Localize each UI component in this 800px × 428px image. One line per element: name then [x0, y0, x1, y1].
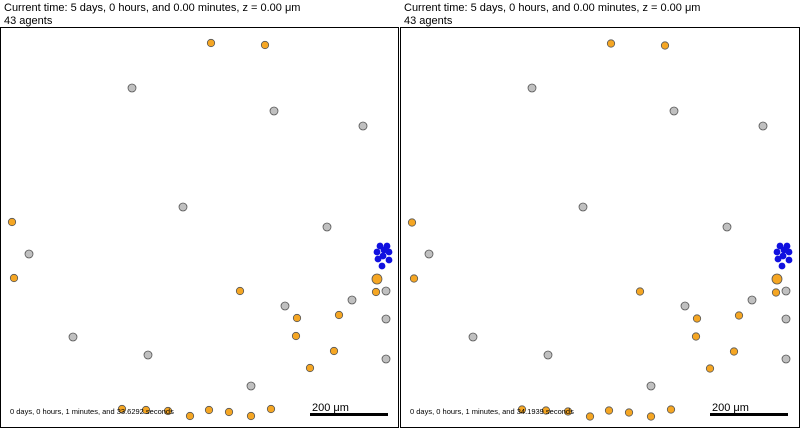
gray-cell	[646, 381, 656, 391]
elapsed-time-label: 0 days, 0 hours, 1 minutes, and 33.6292 …	[10, 407, 174, 416]
orange-cell	[334, 310, 344, 320]
gray-cell	[527, 83, 537, 93]
orange-cell-large	[371, 273, 383, 285]
gray-cell	[381, 286, 391, 296]
simulation-frame	[0, 27, 399, 428]
blue-cell	[385, 256, 393, 264]
orange-cell	[541, 406, 551, 415]
orange-cell	[371, 287, 381, 297]
gray-cell	[543, 350, 553, 360]
scale-bar	[310, 413, 388, 416]
orange-cell	[266, 404, 276, 414]
panel-header: Current time: 5 days, 0 hours, and 0.00 …	[404, 2, 700, 28]
orange-cell	[224, 407, 234, 417]
orange-cell	[7, 217, 17, 227]
gray-cell	[680, 301, 690, 311]
gray-cell	[722, 222, 732, 232]
simulation-panel-right: Current time: 5 days, 0 hours, and 0.00 …	[400, 0, 800, 428]
gray-cell	[68, 332, 78, 342]
orange-cell	[204, 405, 214, 415]
current-time-label: Current time: 5 days, 0 hours, and 0.00 …	[404, 2, 701, 14]
gray-cell	[747, 295, 757, 305]
scale-bar	[710, 413, 788, 416]
orange-cell	[292, 313, 302, 323]
elapsed-time-label: 0 days, 0 hours, 1 minutes, and 34.1939 …	[410, 407, 574, 416]
gray-cell	[127, 83, 137, 93]
agent-count-label: 43 agents	[4, 15, 53, 27]
orange-cell	[329, 346, 339, 356]
orange-cell	[624, 408, 634, 417]
cell-layer-left	[7, 38, 393, 421]
orange-cell	[705, 364, 715, 373]
orange-cell	[604, 406, 614, 415]
orange-cell	[409, 274, 419, 283]
orange-cell	[305, 363, 315, 373]
gray-cell	[781, 354, 791, 364]
gray-cell	[322, 222, 332, 232]
orange-cell	[729, 347, 739, 356]
orange-cell	[692, 314, 702, 323]
gray-cell	[358, 121, 368, 131]
orange-cell	[163, 406, 173, 416]
gray-cell	[178, 202, 188, 212]
orange-cell	[635, 287, 645, 296]
orange-cell	[117, 404, 127, 414]
blue-cell	[779, 252, 787, 260]
orange-cell	[206, 38, 216, 48]
agent-count-label: 43 agents	[404, 15, 453, 27]
orange-cell	[691, 332, 701, 341]
blue-cell	[373, 248, 381, 256]
orange-cell	[517, 405, 527, 414]
orange-cell	[660, 41, 670, 50]
cell-layer-right	[407, 39, 793, 421]
gray-cell	[381, 354, 391, 364]
orange-cell	[291, 331, 301, 341]
blue-cell	[785, 256, 793, 264]
orange-cell	[563, 407, 573, 416]
orange-cell	[771, 288, 781, 297]
scale-bar-label: 200 μm	[712, 402, 749, 414]
gray-cell	[424, 249, 434, 259]
blue-cell	[380, 246, 388, 254]
current-time-label: Current time: 5 days, 0 hours, and 0.00 …	[4, 2, 301, 14]
blue-cell	[374, 255, 382, 263]
orange-cell	[141, 405, 151, 415]
gray-cell	[269, 106, 279, 116]
blue-cell	[780, 246, 788, 254]
gray-cell	[781, 286, 791, 296]
gray-cell	[468, 332, 478, 342]
gray-cell	[669, 106, 679, 116]
gray-cell	[24, 249, 34, 259]
orange-cell	[260, 40, 270, 50]
orange-cell	[185, 411, 195, 421]
orange-cell-large	[771, 273, 783, 285]
gray-cell	[280, 301, 290, 311]
orange-cell	[246, 411, 256, 421]
orange-cell	[666, 405, 676, 414]
gray-cell	[381, 314, 391, 324]
blue-cell	[774, 255, 782, 263]
gray-cell	[578, 202, 588, 212]
orange-cell	[407, 218, 417, 227]
orange-cell	[235, 286, 245, 296]
gray-cell	[246, 381, 256, 391]
simulation-panel-left: Current time: 5 days, 0 hours, and 0.00 …	[0, 2, 399, 428]
blue-cell	[773, 248, 781, 256]
blue-cell	[778, 262, 786, 270]
orange-cell	[585, 412, 595, 421]
blue-cell	[378, 262, 386, 270]
orange-cell	[9, 273, 19, 283]
orange-cell	[606, 39, 616, 48]
gray-cell	[781, 314, 791, 324]
orange-cell	[734, 311, 744, 320]
gray-cell	[758, 121, 768, 131]
orange-cell	[646, 412, 656, 421]
simulation-frame	[400, 27, 800, 428]
gray-cell	[347, 295, 357, 305]
panel-header: Current time: 5 days, 0 hours, and 0.00 …	[4, 2, 300, 28]
blue-cell	[379, 252, 387, 260]
gray-cell	[143, 350, 153, 360]
scale-bar-label: 200 μm	[312, 402, 349, 414]
